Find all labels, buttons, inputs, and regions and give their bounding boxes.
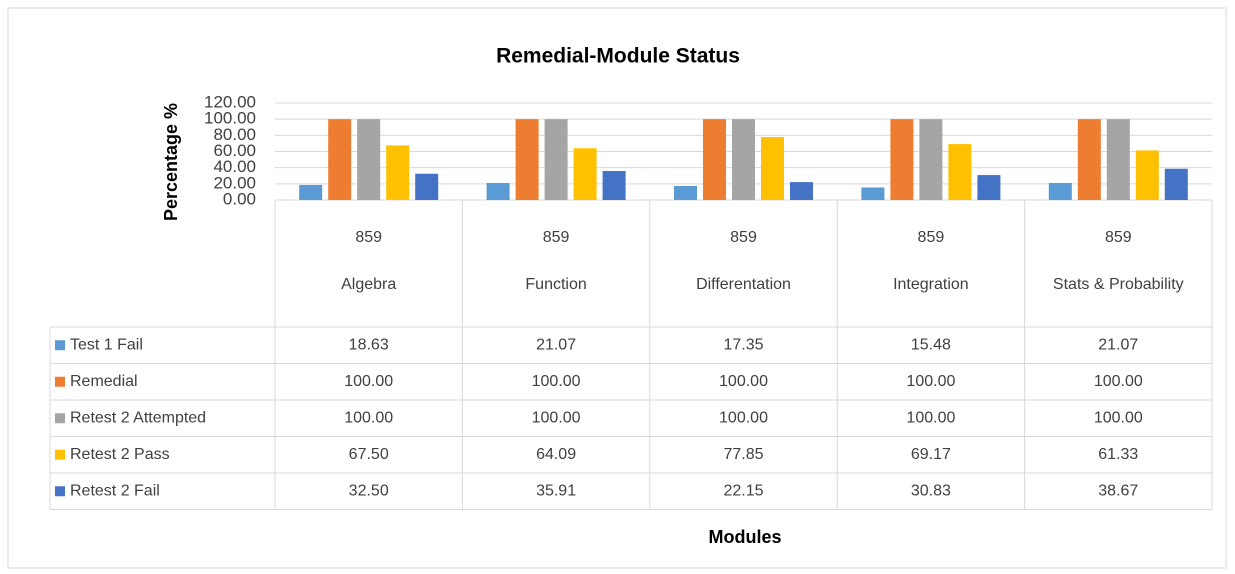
value-label: 100.00 [719, 409, 768, 426]
value-label: 38.67 [1098, 482, 1138, 499]
category-group-label: 859 [355, 229, 382, 246]
x-tick-label: Integration [893, 276, 969, 293]
category-group-label: 859 [1105, 229, 1132, 246]
legend-label: Retest 2 Pass [70, 446, 170, 463]
category-group-label: 859 [730, 229, 757, 246]
chart-title: Remedial-Module Status [496, 45, 740, 68]
value-label: 100.00 [719, 373, 768, 390]
value-label: 67.50 [349, 446, 389, 463]
bar [977, 175, 1001, 200]
x-tick-label: Differentation [696, 276, 791, 293]
category-group-label: 859 [918, 229, 945, 246]
bar [544, 119, 568, 200]
legend-label: Test 1 Fail [70, 336, 143, 353]
bar [357, 119, 381, 200]
bar [890, 119, 914, 200]
y-tick-label: 60.00 [213, 141, 256, 160]
bar [790, 182, 813, 200]
y-tick-label: 100.00 [204, 109, 256, 128]
legend-key [55, 340, 65, 351]
x-tick-label: Stats & Probability [1052, 276, 1184, 293]
bar [761, 137, 784, 200]
value-label: 64.09 [536, 446, 576, 463]
value-label: 22.15 [723, 482, 763, 499]
value-label: 100.00 [1094, 409, 1143, 426]
legend-label: Remedial [70, 373, 138, 390]
bar [1048, 182, 1072, 200]
value-label: 17.35 [723, 336, 763, 353]
value-label: 21.07 [1098, 336, 1138, 353]
value-label: 77.85 [723, 446, 763, 463]
value-label: 35.91 [536, 482, 576, 499]
legend-key [55, 449, 65, 460]
bar [703, 119, 726, 200]
bar [1106, 119, 1130, 200]
bar [732, 119, 755, 200]
bar [299, 184, 323, 200]
value-label: 100.00 [344, 409, 393, 426]
bar [602, 170, 626, 200]
bar [386, 145, 410, 200]
x-axis-label: Modules [708, 527, 781, 547]
value-label: 100.00 [906, 373, 955, 390]
value-label: 100.00 [532, 409, 581, 426]
y-tick-label: 80.00 [213, 125, 256, 144]
bar [1164, 168, 1188, 200]
bar [515, 119, 539, 200]
legend-key [55, 486, 65, 497]
legend-label: Retest 2 Fail [70, 482, 160, 499]
bar [948, 144, 972, 200]
bar [415, 173, 439, 200]
value-label: 100.00 [906, 409, 955, 426]
y-tick-label: 0.00 [223, 189, 256, 208]
value-label: 100.00 [344, 373, 393, 390]
legend-label: Retest 2 Attempted [70, 409, 206, 426]
y-tick-label: 120.00 [204, 92, 256, 111]
value-label: 18.63 [349, 336, 389, 353]
legend-key [55, 376, 65, 387]
chart-frame [7, 7, 1227, 569]
bar [919, 119, 943, 200]
bar [486, 182, 510, 200]
value-label: 100.00 [1094, 373, 1143, 390]
value-label: 30.83 [911, 482, 951, 499]
category-group-label: 859 [543, 229, 570, 246]
bar [328, 119, 352, 200]
bar [1077, 119, 1101, 200]
value-label: 61.33 [1098, 446, 1138, 463]
bar [1135, 150, 1159, 200]
x-tick-label: Function [525, 276, 587, 293]
x-tick-label: Algebra [341, 276, 397, 293]
y-tick-label: 40.00 [213, 157, 256, 176]
legend-key [55, 413, 65, 424]
value-label: 69.17 [911, 446, 951, 463]
y-tick-label: 20.00 [213, 173, 256, 192]
value-label: 21.07 [536, 336, 576, 353]
value-label: 100.00 [532, 373, 581, 390]
value-label: 15.48 [911, 336, 951, 353]
bar [861, 187, 885, 200]
value-label: 32.50 [349, 482, 389, 499]
bar [674, 185, 697, 200]
bar [573, 148, 597, 200]
y-axis-label: Percentage % [161, 103, 181, 221]
